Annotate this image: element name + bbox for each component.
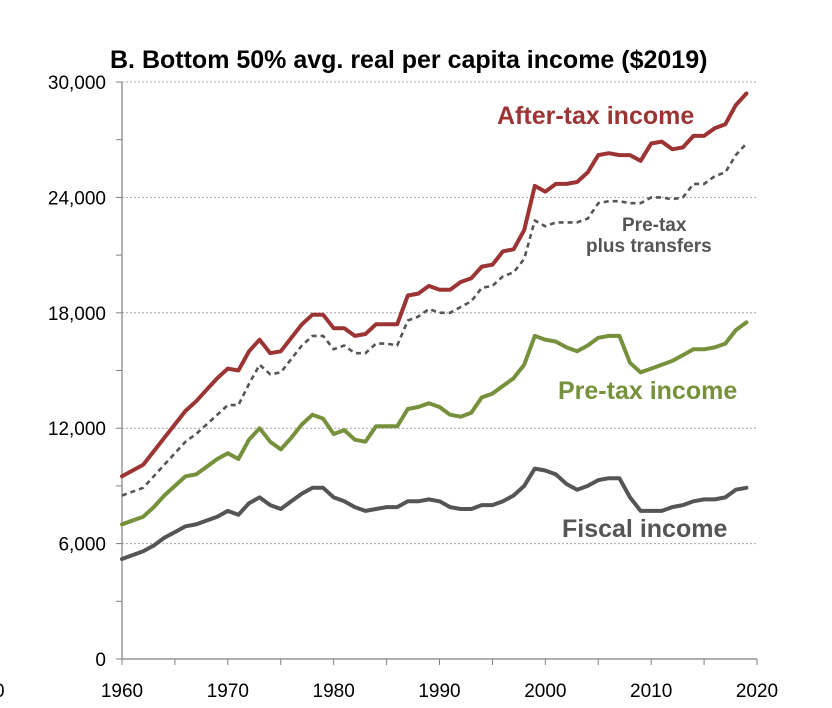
y-tick-label-18000: 18,000 [48, 304, 106, 325]
series-lines [120, 91, 749, 561]
y-tick-label-30000: 30,000 [48, 73, 106, 94]
y-tick-label-0: 0 [95, 650, 106, 671]
label-pre-tax-plus-transfers-line1: Pre-tax [622, 215, 687, 236]
x-tick-label-1970: 1970 [207, 681, 249, 702]
series-line-after-tax-income [120, 91, 749, 479]
label-pre-tax-plus-transfers-line2: plus transfers [586, 236, 712, 257]
x-tick-label-1990: 1990 [418, 681, 460, 702]
y-tick-label-12000: 12,000 [48, 419, 106, 440]
axes [121, 82, 757, 660]
label-after-tax-income: After-tax income [497, 102, 694, 130]
series-line-pre-tax-plus-transfers [121, 142, 748, 497]
x-tick-label-2000: 2000 [524, 681, 566, 702]
chart-title: B. Bottom 50% avg. real per capita incom… [110, 46, 707, 74]
label-pre-tax-income: Pre-tax income [558, 377, 737, 405]
label-fiscal-income: Fiscal income [562, 515, 727, 543]
x-tick-label-1960: 1960 [101, 681, 143, 702]
y-tick-label-6000: 6,000 [58, 535, 106, 556]
edge-fragment-label: 0 [0, 681, 5, 702]
series-line-fiscal-income [120, 466, 749, 561]
x-axis-ticks: 1960 1970 1980 1990 2000 2010 2020 [101, 659, 778, 702]
series-line-pre-tax-income [120, 320, 749, 527]
x-tick-label-2010: 2010 [630, 681, 672, 702]
y-axis-ticks: 0 6,000 12,000 18,000 24,000 30,000 [48, 73, 122, 671]
x-tick-label-2020: 2020 [736, 681, 778, 702]
gridlines [122, 81, 757, 545]
x-tick-label-1980: 1980 [313, 681, 355, 702]
y-tick-label-24000: 24,000 [48, 188, 106, 209]
